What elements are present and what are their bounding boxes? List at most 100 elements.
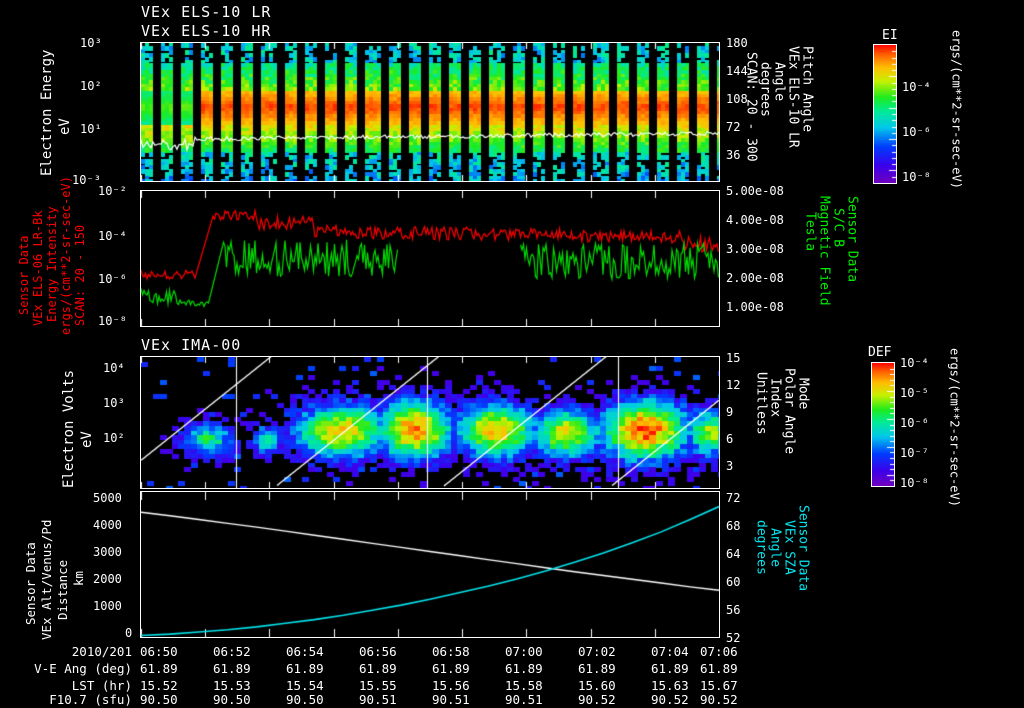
panel3-right-tick-15: 15 <box>726 351 741 365</box>
ei-colorbar <box>873 44 897 184</box>
panel1-right-label-scan: SCAN: 20 - 300 <box>743 52 759 162</box>
table-cell: 90.51 <box>359 692 397 707</box>
panel1-right-label-degrees: degrees <box>757 62 773 117</box>
ei-colorbar-unit-label: ergs/(cm**2-sr-sec-eV) <box>949 30 964 189</box>
panel4-ytick-4000: 4000 <box>93 518 122 532</box>
panel4-ytick-2000: 2000 <box>93 572 122 586</box>
table-cell: 90.50 <box>213 692 251 707</box>
panel4-right-label-l3: Angle <box>767 528 783 568</box>
panel1-ylabel-units: eV <box>57 118 73 135</box>
table-cell: 15.58 <box>505 678 543 693</box>
table-cell: 61.89 <box>213 661 251 676</box>
els-spectrogram-canvas <box>141 43 719 181</box>
panel1-right-label-pitch: Pitch Angle <box>799 46 815 133</box>
table-row-label-1: V-E Ang (deg) <box>34 661 132 676</box>
panel-els-spectrogram[interactable] <box>140 42 720 182</box>
def-colorbar-tick-3: 10⁻⁶ <box>900 416 929 430</box>
panel2-right-label-l1: Sensor Data <box>844 196 860 283</box>
panel2-ytick-2: 10⁻⁴ <box>98 229 127 243</box>
panel2-right-tick-3: 3.00e-08 <box>726 242 784 256</box>
panel2-right-tick-1: 1.00e-08 <box>726 300 784 314</box>
panel-ima-spectrogram[interactable] <box>140 356 720 489</box>
ei-colorbar-canvas <box>874 45 896 183</box>
table-cell: 90.51 <box>432 692 470 707</box>
ei-colorbar-tick-3: 10⁻⁸ <box>902 170 931 184</box>
table-cell: 07:06 <box>700 644 738 659</box>
table-cell: 15.52 <box>140 678 178 693</box>
def-colorbar-unit-label: ergs/(cm**2-sr-sec-eV) <box>947 348 962 507</box>
panel3-ytick-10000: 10⁴ <box>103 361 125 375</box>
panel4-left-label-l3: Distance <box>55 559 70 620</box>
table-cell: 15.60 <box>578 678 616 693</box>
panel4-right-tick-68: 68 <box>726 519 741 533</box>
panel2-left-label-l4: ergs/(cm**2-sr-sec-eV) <box>59 176 73 335</box>
table-row-label-3: F10.7 (sfu) <box>49 692 132 707</box>
table-cell: 06:58 <box>432 644 470 659</box>
table-cell: 07:04 <box>651 644 689 659</box>
panel3-title: VEx IMA-00 <box>141 336 242 354</box>
table-cell: 06:50 <box>140 644 178 659</box>
table-cell: 07:00 <box>505 644 543 659</box>
table-row-label-0: 2010/201 <box>71 644 132 659</box>
panel1-ylabel-line1: Electron Energy <box>39 49 55 177</box>
panel4-right-tick-64: 64 <box>726 547 741 561</box>
panel3-ylabel-left-units: eV <box>79 431 95 448</box>
table-cell: 61.89 <box>286 661 324 676</box>
panel2-right-label-l2: S/C B <box>830 208 846 248</box>
panel-energy-magfield[interactable] <box>140 190 720 327</box>
panel1-ytick-100: 10² <box>80 79 102 93</box>
energy-magfield-canvas <box>141 191 719 326</box>
panel4-right-label-l1: Sensor Data <box>795 505 811 592</box>
panel1-ytick-bottom: 10⁻³ <box>72 173 101 187</box>
panel4-ytick-1000: 1000 <box>93 599 122 613</box>
ei-colorbar-tick-2: 10⁻⁶ <box>902 125 931 139</box>
table-cell: 61.89 <box>651 661 689 676</box>
ima-spectrogram-canvas <box>141 357 719 488</box>
panel4-ytick-5000: 5000 <box>93 491 122 505</box>
panel1-ylabel-left: Electron Energy <box>39 48 55 178</box>
panel2-left-label-l5: SCAN: 20 - 150 <box>73 224 87 326</box>
table-cell: 06:56 <box>359 644 397 659</box>
panel1-right-label-angle: Angle <box>771 62 787 102</box>
panel3-right-label-unitless: Unitless <box>753 372 769 435</box>
panel3-right-tick-9: 9 <box>726 405 734 419</box>
altitude-sza-canvas <box>141 492 719 637</box>
panel2-right-tick-4: 4.00e-08 <box>726 213 784 227</box>
table-cell: 90.52 <box>651 692 689 707</box>
def-colorbar-canvas <box>872 363 894 486</box>
panel4-right-tick-56: 56 <box>726 603 741 617</box>
panel4-right-label-l4: degrees <box>753 520 769 575</box>
table-cell: 90.52 <box>578 692 616 707</box>
def-colorbar-tick-5: 10⁻⁸ <box>900 476 929 490</box>
table-cell: 61.89 <box>505 661 543 676</box>
table-cell: 06:52 <box>213 644 251 659</box>
panel3-right-label-index: Index <box>767 378 783 418</box>
def-colorbar-tick-1: 10⁻⁴ <box>900 356 929 370</box>
def-colorbar-tick-4: 10⁻⁷ <box>900 446 929 460</box>
table-cell: 15.55 <box>359 678 397 693</box>
table-cell: 07:02 <box>578 644 616 659</box>
panel2-ytick-4: 10⁻⁸ <box>98 314 127 328</box>
def-colorbar-title: DEF <box>868 345 892 360</box>
panel4-right-label-l2: VEx SZA <box>781 520 797 575</box>
panel4-right-tick-72: 72 <box>726 491 741 505</box>
table-row-label-2: LST (hr) <box>71 678 132 693</box>
table-cell: 90.50 <box>140 692 178 707</box>
panel2-right-label-l4: Tesla <box>802 212 818 252</box>
table-cell: 61.89 <box>578 661 616 676</box>
panel3-right-label-polar: Polar Angle <box>781 368 797 455</box>
table-cell: 61.89 <box>432 661 470 676</box>
panel3-ytick-1000: 10³ <box>103 396 125 410</box>
table-cell: 15.56 <box>432 678 470 693</box>
panel3-right-tick-3: 3 <box>726 459 734 473</box>
panel1-ytick-10: 10¹ <box>80 122 102 136</box>
def-colorbar-tick-2: 10⁻⁵ <box>900 386 929 400</box>
panel3-right-label-mode: Mode <box>795 378 811 410</box>
panel1-right-label-sensor: VEx ELS-10 LR <box>785 46 801 148</box>
panel1-ytick-1000: 10³ <box>80 36 102 50</box>
panel1-right-tick-72: 72 <box>726 120 741 134</box>
panel1-right-tick-36: 36 <box>726 148 741 162</box>
panel2-right-label-l3: Magnetic Field <box>816 196 832 306</box>
panel-altitude-sza[interactable] <box>140 491 720 638</box>
def-colorbar <box>871 362 895 487</box>
